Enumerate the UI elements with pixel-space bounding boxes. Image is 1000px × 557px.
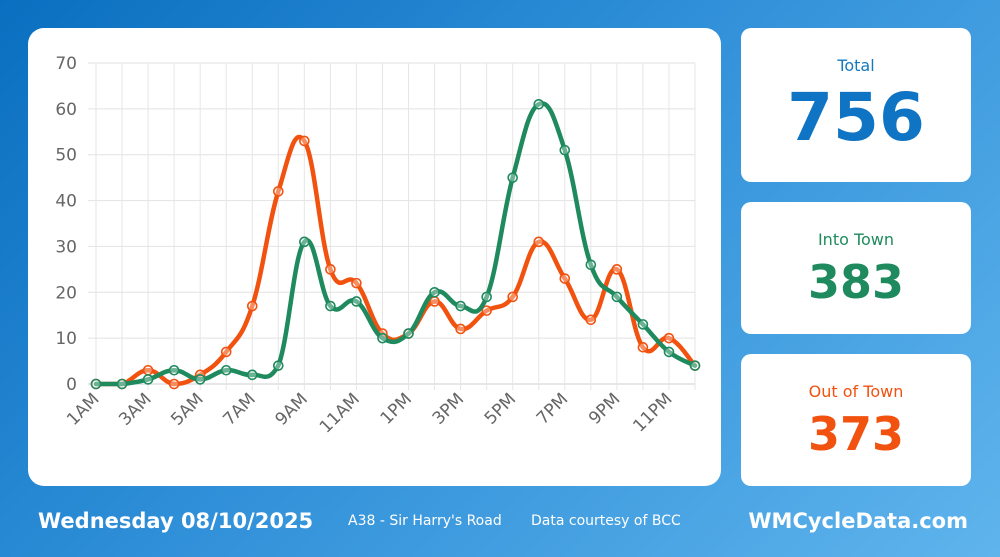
x-tick-label: 5PM (481, 389, 520, 428)
x-tick-label: 7PM (533, 389, 572, 428)
data-point-out-of-town (533, 236, 545, 248)
hourly-line-chart: 0 10 20 30 40 50 60 70 1AM 3AM 5AM 7AM 9AM 11AM 1PM 3PM… (55, 54, 701, 437)
footer-location: A38 - Sir Harry's Road (348, 513, 502, 529)
y-tick-label: 10 (55, 329, 77, 349)
x-tick-label: 5AM (167, 389, 207, 429)
footer-date: Wednesday 08/10/2025 (38, 509, 314, 533)
data-point-into-town (220, 364, 232, 376)
series-line-into-town (93, 101, 698, 387)
data-point-into-town (90, 378, 102, 390)
data-point-into-town (689, 360, 701, 371)
data-point-into-town (142, 374, 154, 385)
data-point-out-of-town (168, 378, 180, 390)
data-point-into-town (116, 378, 128, 390)
data-point-out-of-town (220, 346, 232, 358)
data-point-into-town (403, 328, 414, 339)
data-point-into-town (168, 364, 180, 376)
data-point-out-of-town (351, 277, 362, 289)
x-tick-label: 9PM (585, 389, 624, 428)
data-point-out-of-town (142, 364, 154, 376)
footer-site-link[interactable]: WMCycleData.com (748, 509, 968, 533)
y-tick-label: 20 (55, 283, 77, 303)
out-of-town-label: Out of Town (808, 382, 904, 401)
x-tick-label: 1PM (377, 389, 416, 428)
data-point-out-of-town (559, 273, 571, 284)
data-point-into-town (637, 319, 649, 330)
data-point-out-of-town (455, 323, 466, 335)
y-tick-label: 40 (55, 192, 77, 212)
data-point-out-of-town (663, 332, 675, 344)
data-point-into-town (611, 291, 623, 303)
footer-credit: Data courtesy of BCC (531, 513, 681, 529)
y-tick-label: 70 (55, 54, 77, 74)
total-value: 756 (787, 79, 925, 156)
data-point-into-town (351, 296, 362, 307)
data-point-into-town (273, 360, 284, 371)
data-point-into-town (246, 369, 258, 381)
data-point-out-of-town (507, 291, 518, 303)
x-tick-label: 9AM (271, 389, 311, 429)
total-card: Total 756 (741, 28, 971, 182)
data-point-out-of-town (246, 300, 258, 312)
data-point-out-of-town (585, 314, 597, 326)
out-of-town-card: Out of Town 373 (741, 354, 971, 486)
data-point-out-of-town (611, 264, 623, 275)
into-town-card: Into Town 383 (741, 202, 971, 334)
y-tick-label: 50 (55, 146, 77, 166)
data-point-into-town (377, 332, 388, 344)
y-tick-label: 60 (55, 100, 77, 120)
data-point-into-town (559, 144, 571, 156)
x-tick-label: 1AM (63, 389, 103, 429)
x-tick-label: 7AM (219, 389, 259, 429)
data-point-into-town (299, 236, 310, 248)
out-of-town-value: 373 (807, 407, 905, 461)
x-tick-label: 3AM (115, 389, 155, 429)
data-point-out-of-town (299, 135, 310, 147)
y-tick-label: 30 (55, 237, 77, 257)
chart-card: 0 10 20 30 40 50 60 70 1AM 3AM 5AM 7AM 9AM 11AM 1PM 3PM… (28, 28, 721, 486)
data-point-into-town (325, 300, 336, 312)
data-point-into-town (481, 291, 492, 303)
data-point-out-of-town (481, 305, 492, 316)
data-point-into-town (429, 286, 440, 298)
data-point-out-of-town (637, 342, 649, 353)
x-tick-label: 11AM (316, 389, 364, 437)
series-line-out-of-town (93, 134, 698, 387)
data-point-into-town (533, 98, 545, 110)
data-point-into-town (507, 172, 518, 183)
data-point-into-town (585, 259, 597, 271)
total-label: Total (837, 56, 875, 75)
data-point-into-town (663, 346, 675, 358)
x-tick-label: 3PM (429, 389, 468, 428)
data-point-out-of-town (325, 264, 336, 275)
data-point-into-town (455, 300, 466, 312)
data-point-into-town (194, 374, 206, 385)
x-tick-label: 11PM (629, 389, 676, 436)
into-town-value: 383 (807, 255, 905, 309)
y-tick-label: 0 (66, 375, 77, 395)
data-point-out-of-town (273, 186, 284, 197)
into-town-label: Into Town (817, 230, 895, 249)
